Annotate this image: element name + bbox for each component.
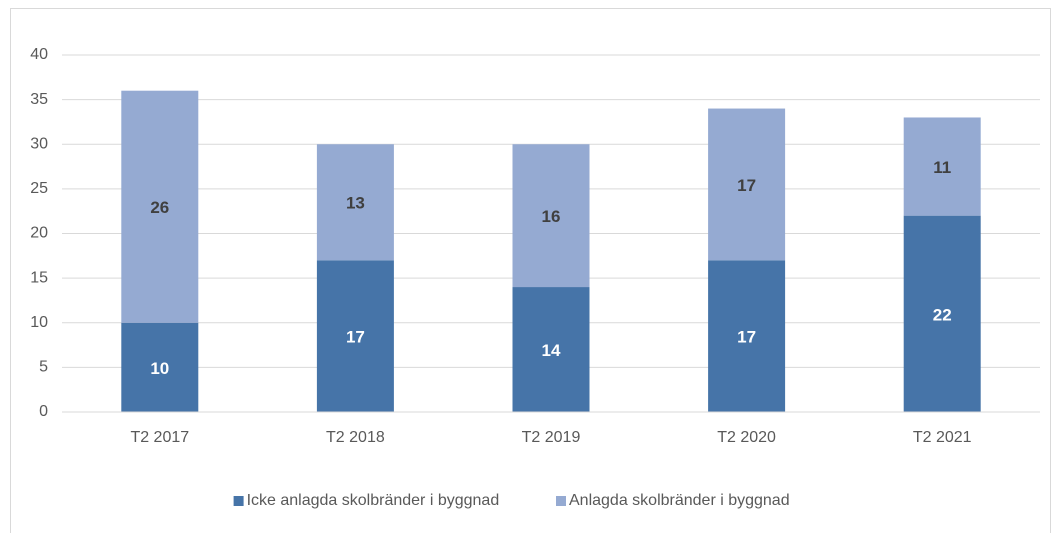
data-label: 22 <box>933 305 952 324</box>
bar-segment <box>121 322 199 412</box>
y-tick-label: 40 <box>30 46 48 63</box>
legend-label: Icke anlagda skolbränder i byggnad <box>247 492 500 509</box>
legend-label: Anlagda skolbränder i byggnad <box>569 492 790 509</box>
data-label: 16 <box>542 207 561 226</box>
data-label: 10 <box>150 359 169 378</box>
x-tick-label: T2 2017 <box>130 429 189 446</box>
x-tick-label: T2 2018 <box>326 429 385 446</box>
bar-segment <box>316 144 394 261</box>
bar-segment <box>708 260 786 412</box>
x-tick-label: T2 2021 <box>913 429 972 446</box>
y-tick-label: 20 <box>30 225 48 242</box>
y-tick-label: 5 <box>39 359 48 376</box>
bar-segment <box>708 108 786 261</box>
data-label: 17 <box>737 176 756 195</box>
y-tick-label: 35 <box>30 91 48 108</box>
data-label: 17 <box>737 328 756 347</box>
bar-segment <box>316 260 394 412</box>
y-tick-label: 15 <box>30 269 48 286</box>
bar-segment <box>512 144 590 288</box>
legend-swatch <box>233 496 244 506</box>
data-label: 11 <box>933 158 951 177</box>
bar-segment <box>121 90 199 323</box>
x-tick-label: T2 2020 <box>717 429 776 446</box>
bar-segment <box>512 287 590 412</box>
bar-segment <box>903 215 981 412</box>
x-tick-label: T2 2019 <box>522 429 581 446</box>
y-tick-label: 10 <box>30 314 48 331</box>
y-tick-label: 25 <box>30 180 48 197</box>
data-label: 26 <box>150 198 169 217</box>
y-tick-label: 0 <box>39 403 48 420</box>
data-label: 13 <box>346 194 365 213</box>
data-label: 17 <box>346 328 365 347</box>
y-tick-label: 30 <box>30 135 48 152</box>
bar-segment <box>903 117 981 216</box>
chart-border <box>10 8 1051 533</box>
legend-swatch <box>556 496 566 506</box>
data-label: 14 <box>542 341 561 360</box>
